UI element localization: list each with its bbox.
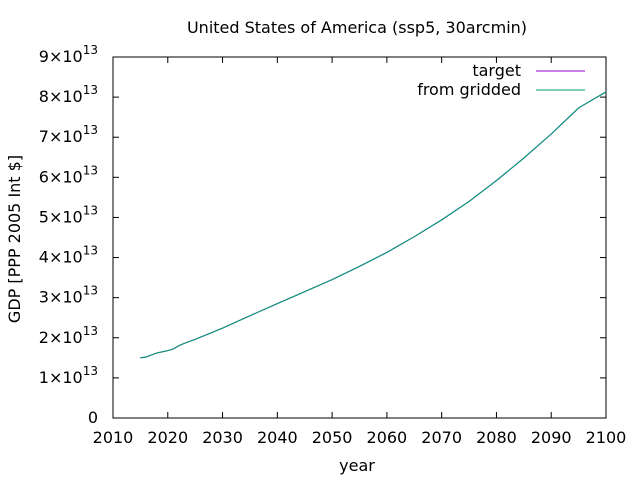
y-tick-label: 1×1013 bbox=[39, 364, 98, 387]
plot-frame bbox=[112, 56, 607, 419]
legend-label: target bbox=[472, 61, 521, 80]
series-line-1 bbox=[140, 91, 607, 359]
y-tick-label: 8×1013 bbox=[39, 83, 98, 106]
y-tick-exponent: 13 bbox=[83, 203, 98, 217]
y-tick-exponent: 13 bbox=[83, 83, 98, 97]
axes: 2010 2020 2030 2040 2050 2060 2070 2080 2090 2100… bbox=[39, 43, 627, 447]
y-tick-mantissa: 5×10 bbox=[39, 207, 83, 226]
y-axis-label: GDP [PPP 2005 Int $] bbox=[5, 155, 24, 323]
y-tick-mantissa: 3×10 bbox=[39, 288, 83, 307]
y-tick-label: 5×1013 bbox=[39, 203, 98, 226]
chart-title: United States of America (ssp5, 30arcmin… bbox=[187, 18, 527, 37]
x-tick-label: 2100 bbox=[586, 428, 627, 447]
y-tick-label: 9×1013 bbox=[39, 43, 98, 66]
x-tick-label: 2040 bbox=[257, 428, 298, 447]
y-tick-label: 2×1013 bbox=[39, 324, 98, 347]
y-tick-exponent: 13 bbox=[83, 284, 98, 298]
x-tick-label: 2060 bbox=[367, 428, 408, 447]
y-tick-mantissa: 9×10 bbox=[39, 47, 83, 66]
y-tick-mantissa: 4×10 bbox=[39, 248, 83, 267]
y-tick-exponent: 13 bbox=[83, 324, 98, 338]
y-tick-mantissa: 6×10 bbox=[39, 167, 83, 186]
x-tick-label: 2080 bbox=[476, 428, 517, 447]
x-tick-label: 2020 bbox=[147, 428, 188, 447]
x-tick-label: 2050 bbox=[312, 428, 353, 447]
y-tick-exponent: 13 bbox=[83, 244, 98, 258]
y-tick-exponent: 13 bbox=[83, 163, 98, 177]
series-line-0 bbox=[140, 91, 607, 359]
y-tick-label: 7×1013 bbox=[39, 123, 98, 146]
x-tick-label: 2090 bbox=[531, 428, 572, 447]
x-axis-label: year bbox=[339, 456, 375, 475]
y-tick-label: 6×1013 bbox=[39, 163, 98, 186]
y-tick-mantissa: 0 bbox=[88, 408, 98, 427]
legend-label: from gridded bbox=[417, 80, 521, 99]
y-tick-mantissa: 8×10 bbox=[39, 87, 83, 106]
y-tick-label: 3×1013 bbox=[39, 284, 98, 307]
x-tick-label: 2070 bbox=[421, 428, 462, 447]
series-layer bbox=[140, 91, 607, 359]
y-tick-mantissa: 2×10 bbox=[39, 328, 83, 347]
y-tick-exponent: 13 bbox=[83, 123, 98, 137]
y-tick-mantissa: 7×10 bbox=[39, 127, 83, 146]
x-tick-label: 2030 bbox=[202, 428, 243, 447]
y-tick-label: 4×1013 bbox=[39, 244, 98, 267]
x-tick-label: 2010 bbox=[93, 428, 134, 447]
y-tick-exponent: 13 bbox=[83, 364, 98, 378]
y-tick-exponent: 13 bbox=[83, 43, 98, 57]
y-tick-label: 0 bbox=[88, 408, 98, 427]
y-tick-mantissa: 1×10 bbox=[39, 368, 83, 387]
